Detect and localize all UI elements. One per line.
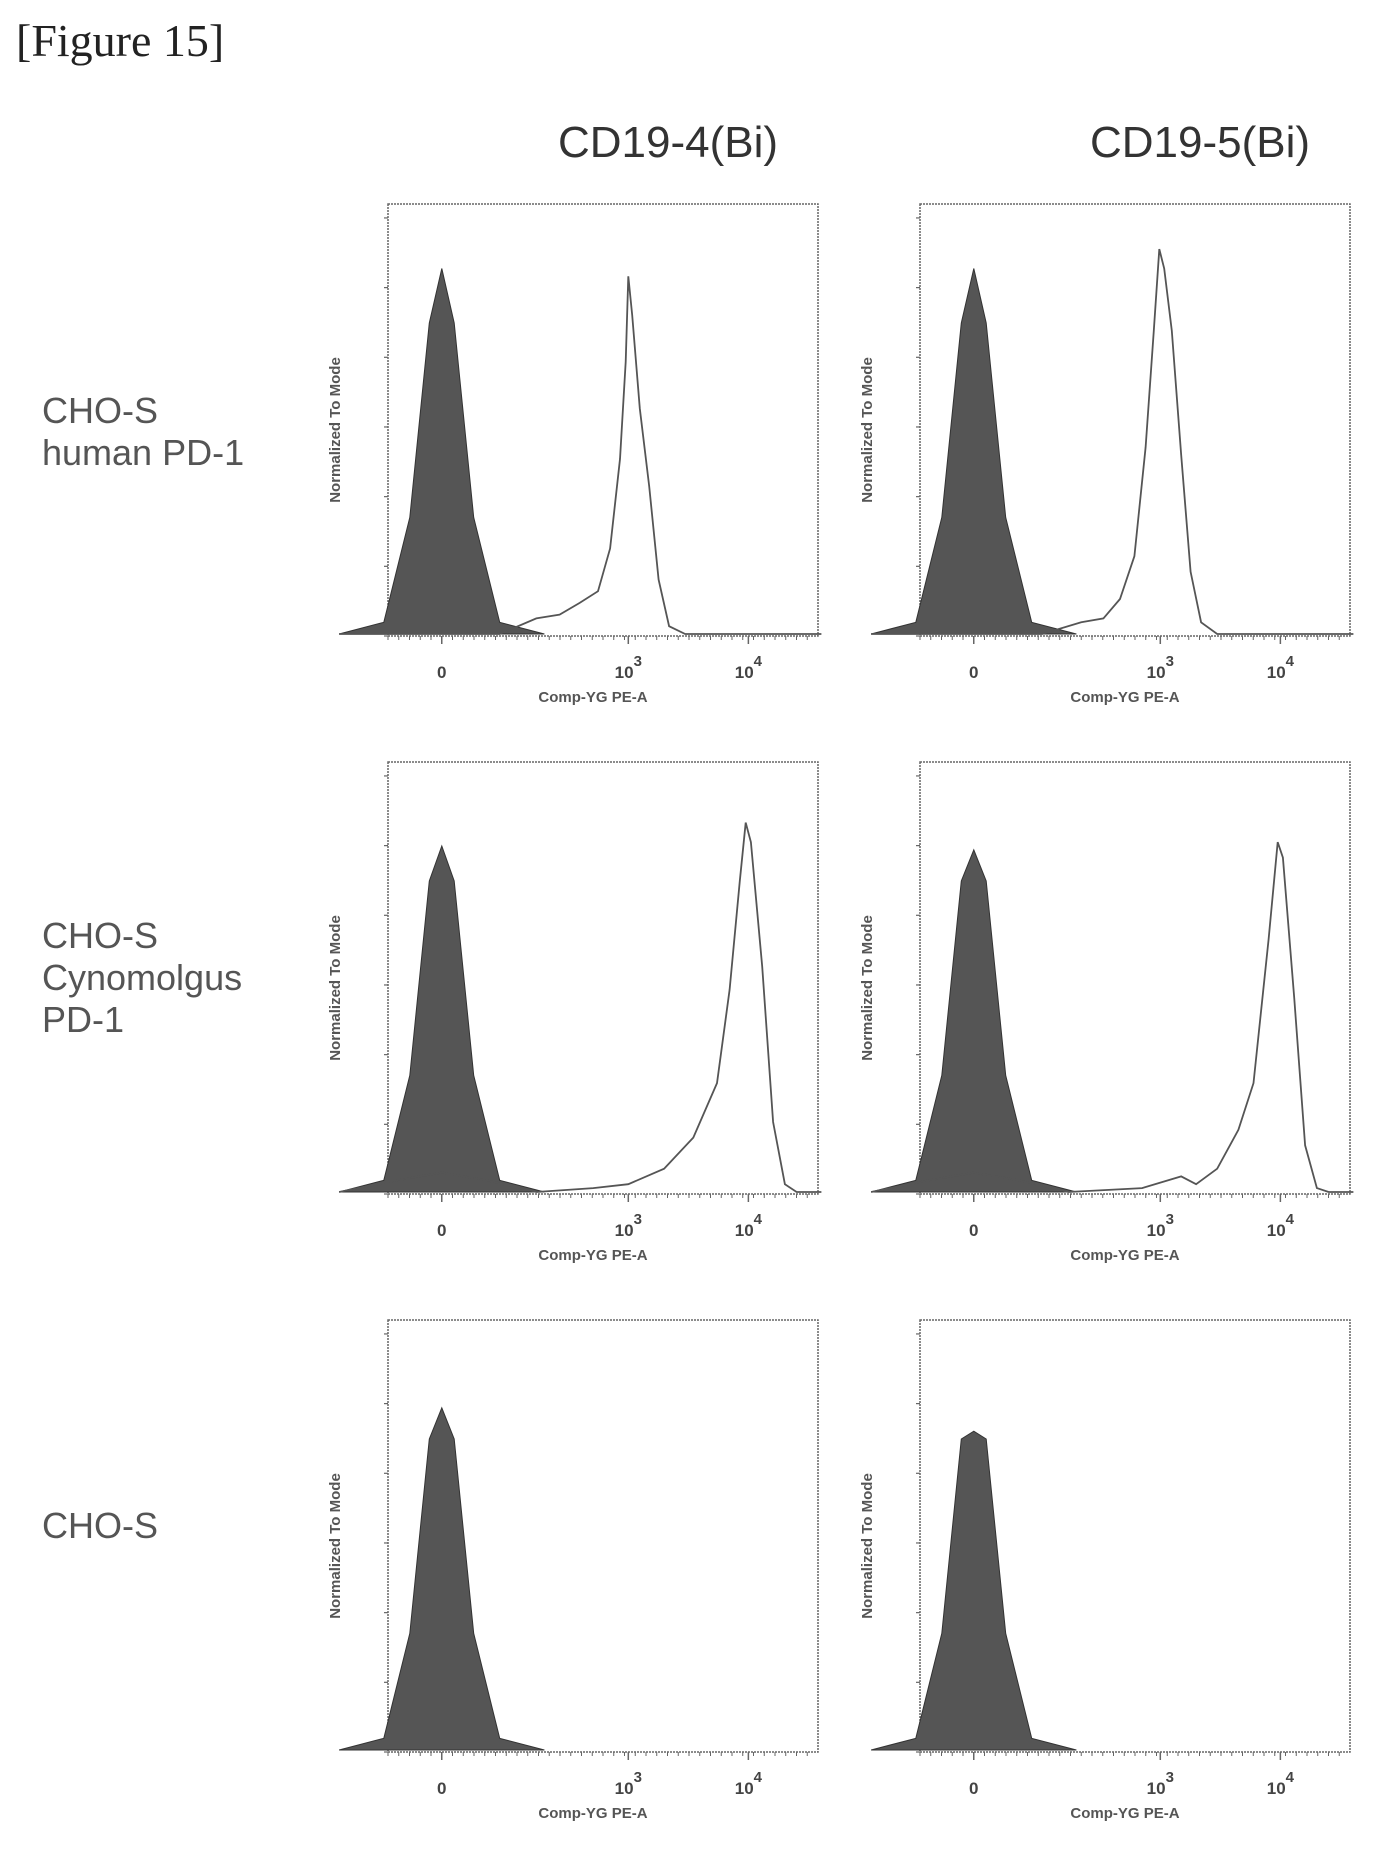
x-tick-exponent: 3 [634,1769,642,1786]
x-tick-exponent: 4 [1286,653,1295,670]
x-tick-exponent: 3 [1166,1211,1174,1228]
x-axis-label: Comp-YG PE-A [1070,689,1179,706]
negative-control-histogram [338,268,545,635]
x-tick-label: 0 [437,1221,446,1240]
row-label-line: PD-1 [42,999,125,1040]
figure-label: [Figure 15] [16,15,225,66]
negative-control-histogram [870,848,1077,1193]
negative-control-histogram [338,844,545,1193]
x-tick-exponent: 4 [1286,1211,1295,1228]
negative-control-histogram [870,1430,1077,1751]
x-axis-label: Comp-YG PE-A [1070,1247,1179,1264]
x-tick-exponent: 3 [1166,1769,1174,1786]
sample-histogram [870,841,1354,1193]
x-tick-label: 103 [1147,1769,1174,1798]
x-axis-label: Comp-YG PE-A [538,689,647,706]
x-tick-label: 104 [735,653,763,682]
x-tick-label: 104 [1267,1211,1295,1240]
row-label-human-pd1: CHO-S human PD-1 [42,390,244,474]
column-title-cd19-5: CD19-5(Bi) [1089,118,1311,167]
x-tick-exponent: 4 [754,1769,763,1786]
x-axis-label: Comp-YG PE-A [538,1805,647,1822]
histogram-panel: 0 103 104 Comp-YG PE-A Normalized To Mode [327,1319,819,1822]
x-tick-exponent: 3 [634,653,642,670]
x-tick-label: 0 [969,1221,978,1240]
x-tick-label: 103 [615,1769,642,1798]
x-tick-exponent: 3 [634,1211,642,1228]
histogram-panel: 0 103 104 Comp-YG PE-A Normalized To Mode [327,761,822,1264]
y-axis-label: Normalized To Mode [859,915,876,1061]
x-tick-exponent: 3 [1166,653,1174,670]
x-tick-label: 0 [969,663,978,682]
x-tick-exponent: 4 [754,653,763,670]
histogram-panel: 0 103 104 Comp-YG PE-A Normalized To Mode [327,203,822,706]
row-label-line: CHO-S [42,915,158,956]
y-axis-label: Normalized To Mode [327,1473,344,1619]
y-axis-label: Normalized To Mode [327,915,344,1061]
x-tick-label: 104 [735,1769,763,1798]
x-tick-label: 104 [735,1211,763,1240]
histogram-panel: 0 103 104 Comp-YG PE-A Normalized To Mode [859,203,1354,706]
y-axis-label: Normalized To Mode [859,357,876,503]
row-label-line: CHO-S [42,1505,158,1546]
x-tick-label: 103 [1147,653,1174,682]
x-tick-label: 103 [615,653,642,682]
x-tick-exponent: 4 [754,1211,763,1228]
sample-histogram [338,822,822,1193]
x-tick-label: 103 [615,1211,642,1240]
column-title-cd19-4: CD19-4(Bi) [557,118,779,167]
row-label-cho-s: CHO-S [42,1505,158,1547]
row-label-line: Cynomolgus [42,957,243,998]
histogram-panel: 0 103 104 Comp-YG PE-A Normalized To Mode [859,1319,1351,1822]
x-axis-label: Comp-YG PE-A [1070,1805,1179,1822]
row-label-cynomolgus-pd1: CHO-S Cynomolgus PD-1 [42,915,242,1041]
x-tick-label: 103 [1147,1211,1174,1240]
x-tick-label: 104 [1267,1769,1295,1798]
x-tick-exponent: 4 [1286,1769,1295,1786]
negative-control-histogram [338,1406,545,1751]
y-axis-label: Normalized To Mode [327,357,344,503]
sample-histogram [871,248,1354,635]
x-tick-label: 0 [969,1779,978,1798]
x-tick-label: 0 [437,663,446,682]
negative-control-histogram [870,268,1077,635]
x-tick-label: 104 [1267,653,1295,682]
row-label-line: CHO-S [42,390,158,431]
x-axis-label: Comp-YG PE-A [538,1247,647,1264]
row-label-line: human PD-1 [42,432,245,473]
sample-histogram [339,276,822,635]
histogram-panel: 0 103 104 Comp-YG PE-A Normalized To Mode [859,761,1354,1264]
x-tick-label: 0 [437,1779,446,1798]
y-axis-label: Normalized To Mode [859,1473,876,1619]
